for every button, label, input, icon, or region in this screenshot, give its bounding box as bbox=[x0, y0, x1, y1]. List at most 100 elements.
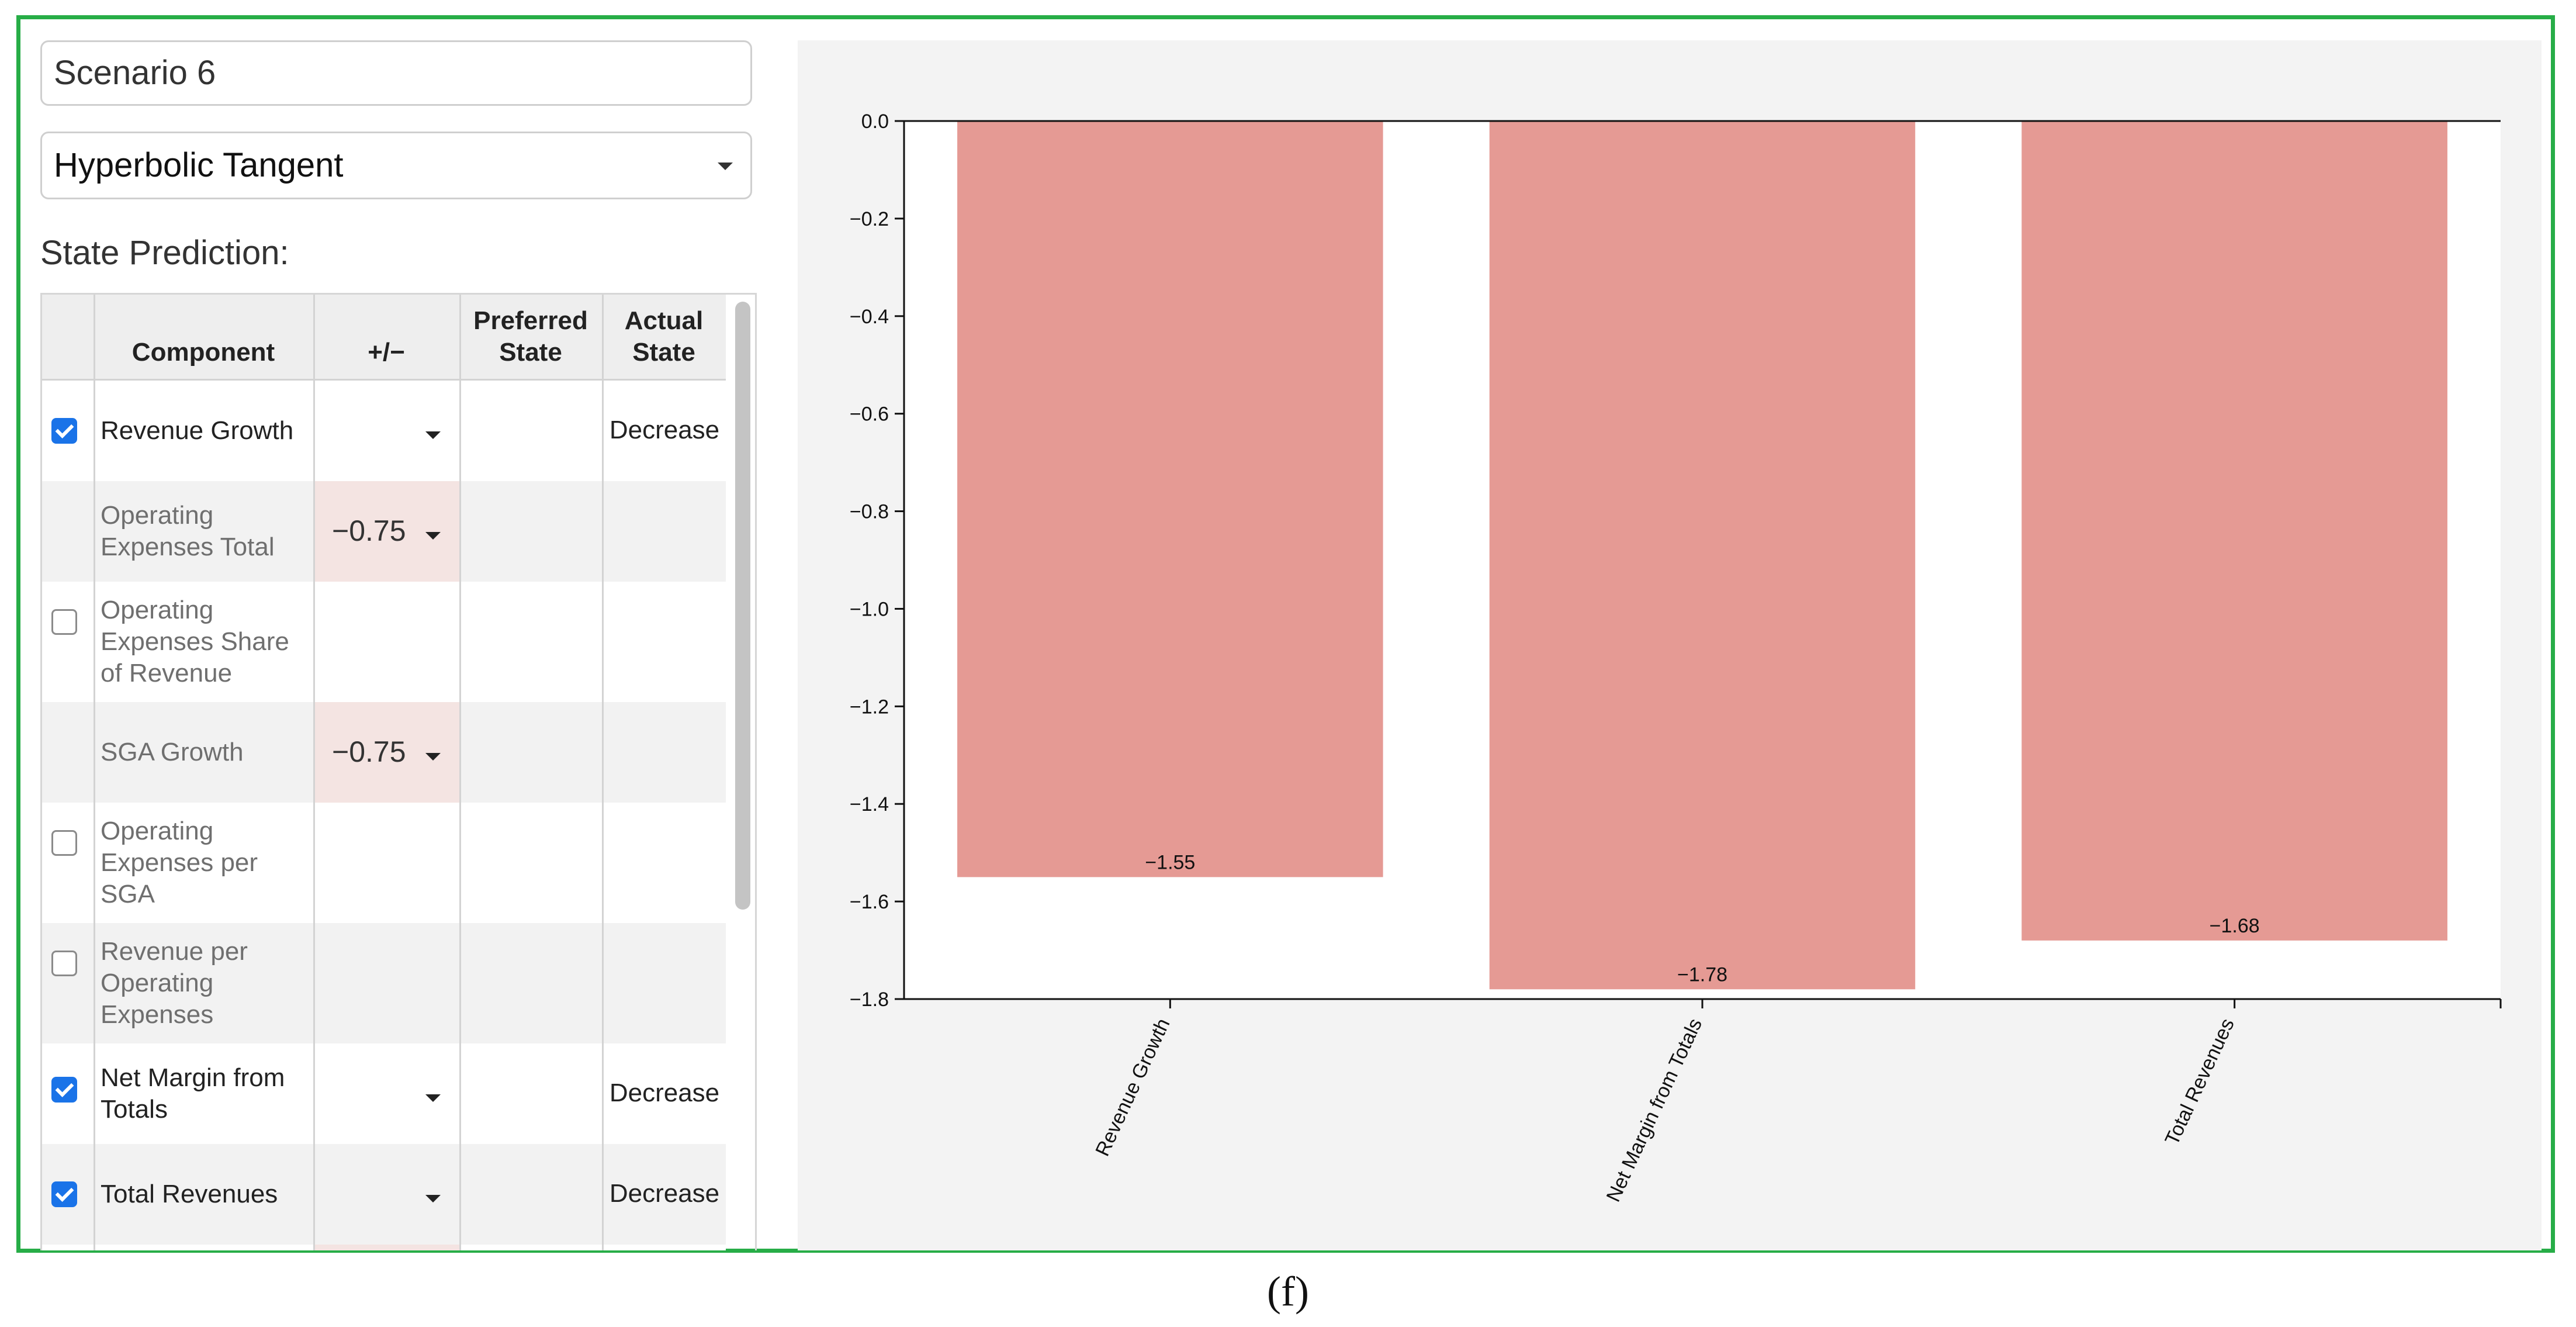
actual-state-value: Decrease bbox=[609, 416, 720, 444]
table-row[interactable]: Revenue per Operating Expenses bbox=[42, 923, 726, 1043]
row-checkbox[interactable] bbox=[51, 609, 77, 635]
column-divider bbox=[313, 803, 315, 923]
column-divider bbox=[94, 481, 95, 582]
y-tick-label: −1.8 bbox=[850, 989, 889, 1011]
plus-minus-cell[interactable]: −0.75 bbox=[313, 702, 459, 803]
chevron-down-icon[interactable] bbox=[425, 431, 441, 439]
column-divider bbox=[602, 1144, 604, 1245]
component-name: Net Margin from Totals bbox=[101, 1063, 285, 1124]
y-tick-label: −1.2 bbox=[850, 696, 889, 718]
plus-minus-value: −0.75 bbox=[332, 514, 406, 547]
column-divider bbox=[459, 1144, 461, 1245]
column-divider bbox=[602, 295, 604, 379]
y-tick-label: 0.0 bbox=[861, 110, 889, 133]
x-tick-label: Net Margin from Totals bbox=[1602, 1015, 1707, 1205]
table-scrollbar[interactable] bbox=[734, 298, 753, 1245]
table-row[interactable]: Operating Expenses Share of Revenue bbox=[42, 582, 726, 702]
component-name: Revenue per Operating Expenses bbox=[101, 937, 248, 1029]
header-actual-state[interactable]: Actual State bbox=[624, 306, 704, 367]
bar-0[interactable] bbox=[957, 121, 1383, 877]
actual-state-value: Decrease bbox=[609, 1079, 720, 1107]
bar-1[interactable] bbox=[1489, 121, 1916, 990]
state-prediction-table[interactable]: Component +/− Preferred State Actual State R… bbox=[40, 293, 757, 1250]
plus-minus-cell[interactable] bbox=[313, 1043, 459, 1144]
table-row-partial bbox=[42, 1245, 726, 1250]
column-divider bbox=[94, 295, 95, 379]
column-divider bbox=[602, 1043, 604, 1144]
column-divider bbox=[313, 1043, 315, 1144]
plus-minus-value: −0.75 bbox=[332, 735, 406, 768]
row-checkbox[interactable] bbox=[51, 1077, 77, 1103]
bar-value-label: −1.55 bbox=[1145, 851, 1195, 873]
y-tick-label: −1.6 bbox=[850, 891, 889, 913]
component-name: Operating Expenses per SGA bbox=[101, 817, 258, 908]
scrollbar-thumb[interactable] bbox=[735, 302, 750, 910]
plus-minus-cell bbox=[313, 1245, 459, 1250]
row-checkbox[interactable] bbox=[51, 830, 77, 856]
plus-minus-cell[interactable]: −0.75 bbox=[313, 481, 459, 582]
component-name: Operating Expenses Share of Revenue bbox=[101, 596, 289, 687]
y-tick-label: −0.2 bbox=[850, 208, 889, 230]
header-plus-minus[interactable]: +/− bbox=[368, 338, 405, 367]
table-row[interactable]: Total Revenues Decrease bbox=[42, 1144, 726, 1245]
column-divider bbox=[602, 702, 604, 803]
column-divider bbox=[459, 1245, 461, 1250]
column-divider bbox=[459, 381, 461, 481]
row-checkbox[interactable] bbox=[51, 951, 77, 976]
column-divider bbox=[459, 582, 461, 702]
column-divider bbox=[459, 803, 461, 923]
actual-state-value: Decrease bbox=[609, 1179, 720, 1208]
column-divider bbox=[313, 381, 315, 481]
column-divider bbox=[313, 702, 315, 803]
column-divider bbox=[94, 1043, 95, 1144]
header-component[interactable]: Component bbox=[131, 338, 275, 367]
table-row[interactable]: −0.75 SGA Growth bbox=[42, 702, 726, 803]
table-row[interactable]: Revenue Growth Decrease bbox=[42, 381, 726, 481]
x-tick-label: Revenue Growth bbox=[1091, 1015, 1174, 1159]
plus-minus-cell[interactable] bbox=[313, 1144, 459, 1245]
column-divider bbox=[459, 702, 461, 803]
column-divider bbox=[94, 803, 95, 923]
column-divider bbox=[459, 481, 461, 582]
table-header-row: Component +/− Preferred State Actual State bbox=[42, 295, 726, 381]
column-divider bbox=[94, 381, 95, 481]
table-row[interactable]: Operating Expenses per SGA bbox=[42, 803, 726, 923]
y-tick-label: −0.4 bbox=[850, 306, 889, 328]
row-checkbox[interactable] bbox=[51, 418, 77, 444]
control-panel: Scenario 6 Hyperbolic Tangent State Pred… bbox=[40, 40, 757, 1250]
chevron-down-icon[interactable] bbox=[425, 753, 441, 761]
scenario-name-input[interactable]: Scenario 6 bbox=[40, 40, 752, 106]
chart-panel: −1.55 Revenue Growth −1.78 Net Margin from … bbox=[798, 40, 2542, 1250]
column-divider bbox=[313, 481, 315, 582]
column-divider bbox=[313, 1245, 315, 1250]
table-row[interactable]: Net Margin from Totals Decrease bbox=[42, 1043, 726, 1144]
bar-chart: −1.55 Revenue Growth −1.78 Net Margin from … bbox=[850, 110, 2502, 1205]
table-row[interactable]: −0.75 Operating Expenses Total bbox=[42, 481, 726, 582]
chevron-down-icon[interactable] bbox=[425, 1195, 441, 1202]
bar-value-label: −1.68 bbox=[2210, 915, 2260, 937]
column-divider bbox=[94, 702, 95, 803]
column-divider bbox=[94, 1144, 95, 1245]
column-divider bbox=[313, 1144, 315, 1245]
column-divider bbox=[459, 295, 461, 379]
chevron-down-icon bbox=[718, 163, 733, 170]
column-divider bbox=[313, 923, 315, 1043]
plus-minus-cell bbox=[313, 803, 459, 923]
row-checkbox[interactable] bbox=[51, 1181, 77, 1207]
chevron-down-icon[interactable] bbox=[425, 532, 441, 540]
column-divider bbox=[459, 1043, 461, 1144]
state-prediction-label: State Prediction: bbox=[40, 234, 289, 272]
plus-minus-cell[interactable] bbox=[313, 381, 459, 481]
chevron-down-icon[interactable] bbox=[425, 1094, 441, 1102]
component-name: SGA Growth bbox=[101, 738, 244, 766]
component-name: Total Revenues bbox=[101, 1180, 278, 1208]
column-divider bbox=[602, 381, 604, 481]
column-divider bbox=[602, 481, 604, 582]
header-preferred-state[interactable]: Preferred State bbox=[473, 306, 588, 367]
column-divider bbox=[602, 923, 604, 1043]
bar-2[interactable] bbox=[2021, 121, 2447, 941]
y-tick-label: −0.6 bbox=[850, 403, 889, 426]
y-tick-label: −1.4 bbox=[850, 793, 889, 815]
column-divider bbox=[459, 923, 461, 1043]
activation-function-select[interactable]: Hyperbolic Tangent bbox=[40, 132, 752, 199]
